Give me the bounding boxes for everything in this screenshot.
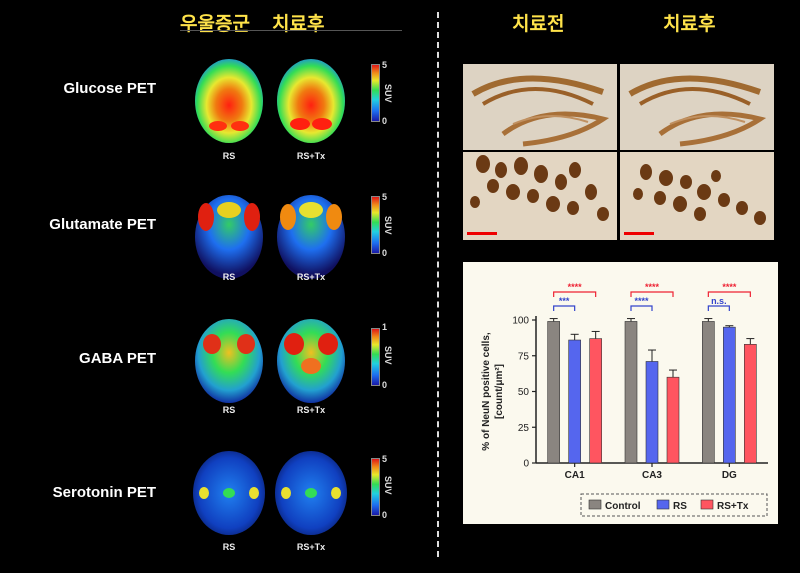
histology-after-high-mag: [620, 152, 774, 240]
neun-bar-chart: 0 25 50 75 100 % of NeuN positive cells, [coun…: [463, 262, 778, 524]
neun-bar-chart-panel: 0 25 50 75 100 % of NeuN positive cells, [coun…: [463, 262, 778, 524]
colorbar-unit-serotonin: SUV: [383, 476, 393, 495]
legend-label-RS+Tx: RS+Tx: [717, 501, 749, 512]
colorbar-max-glutamate: 5: [382, 192, 388, 202]
y-axis-label-line1: % of NeuN positive cells,: [481, 332, 492, 451]
sig-label-DG-Control-RS: n.s.: [711, 296, 727, 306]
brain-serotonin-rstx: [275, 451, 347, 535]
bar-CA1-RS+Tx: [589, 338, 602, 464]
brain-glutamate-rs: [195, 195, 263, 279]
colorbar-serotonin: [371, 458, 380, 516]
row-label-glutamate: Glutamate PET: [49, 216, 156, 233]
colorbar-glucose: [371, 64, 380, 122]
header-underline: [180, 30, 402, 31]
brain-glutamate-rstx: [277, 195, 345, 279]
colorbar-unit-glucose: SUV: [383, 84, 393, 103]
sig-bracket-DG-Control-RS: [707, 305, 730, 311]
colorbar-max-glucose: 5: [382, 60, 388, 70]
histology-after-low-mag: [620, 64, 774, 150]
caption-glucose-rs: RS: [222, 151, 236, 161]
bar-CA1-RS: [568, 339, 581, 464]
colorbar-max-serotonin: 5: [382, 454, 388, 464]
colorbar-glutamate: [371, 196, 380, 254]
legend-swatch-RS+Tx: [700, 499, 714, 510]
brain-gaba-rstx: [277, 319, 345, 403]
sig-bracket-CA3-Control-RS: [630, 305, 653, 311]
bar-DG-RS+Tx: [744, 344, 757, 464]
histology-before-low-mag: [463, 64, 617, 150]
caption-serotonin-rstx: RS+Tx: [296, 542, 326, 552]
sig-bracket-CA1-Control-RS: [553, 305, 576, 311]
y-tick-label-1: 25: [518, 423, 530, 434]
header-depression: 우울증군: [180, 13, 250, 35]
colorbar-min-gaba: 0: [382, 380, 388, 390]
histology-before-high-mag: [463, 152, 617, 240]
caption-serotonin-rs: RS: [222, 542, 236, 552]
brain-gaba-rs: [195, 319, 263, 403]
colorbar-min-glutamate: 0: [382, 248, 388, 258]
header-after-treatment-histology: 치료후: [663, 13, 716, 35]
bar-CA3-Control: [624, 321, 638, 464]
caption-gaba-rs: RS: [222, 405, 236, 415]
row-label-glucose: Glucose PET: [63, 80, 156, 97]
x-tick-label-DG: DG: [722, 470, 737, 481]
brain-glucose-rs: [195, 59, 263, 143]
sig-label-CA1-Control-RS+Tx: ****: [568, 282, 583, 292]
y-tick-label-2: 50: [518, 387, 530, 398]
y-axis-label-line2: [count/μm²]: [494, 364, 505, 419]
colorbar-unit-gaba: SUV: [383, 346, 393, 365]
caption-gaba-rstx: RS+Tx: [296, 405, 326, 415]
sig-bracket-DG-Control-RS+Tx: [707, 291, 751, 297]
bar-DG-RS: [723, 326, 736, 464]
colorbar-unit-glutamate: SUV: [383, 216, 393, 235]
sig-label-DG-Control-RS+Tx: ****: [722, 282, 737, 292]
x-tick-label-CA3: CA3: [642, 470, 662, 481]
sig-bracket-CA1-Control-RS+Tx: [553, 291, 597, 297]
legend-box: [580, 493, 768, 517]
brain-serotonin-rs: [193, 451, 265, 535]
legend-label-Control: Control: [605, 501, 641, 512]
caption-glucose-rstx: RS+Tx: [296, 151, 326, 161]
brain-glucose-rstx: [277, 59, 345, 143]
colorbar-max-gaba: 1: [382, 322, 388, 332]
bar-CA1-Control: [547, 321, 560, 464]
sig-label-CA3-Control-RS: ****: [634, 296, 649, 306]
caption-glutamate-rstx: RS+Tx: [296, 272, 326, 282]
caption-glutamate-rs: RS: [222, 272, 236, 282]
x-tick-label-CA1: CA1: [565, 470, 585, 481]
y-tick-label-3: 75: [518, 351, 530, 362]
y-tick-label-0: 0: [523, 459, 529, 470]
sig-label-CA1-Control-RS: ***: [559, 296, 570, 306]
section-divider: [437, 12, 439, 557]
legend-swatch-Control: [588, 499, 602, 510]
row-label-serotonin: Serotonin PET: [52, 484, 156, 501]
colorbar-gaba: [371, 328, 380, 386]
bar-DG-Control: [702, 321, 715, 464]
header-before-treatment: 치료전: [512, 13, 565, 35]
legend-label-RS: RS: [673, 501, 687, 512]
row-label-gaba: GABA PET: [79, 350, 156, 367]
sig-label-CA3-Control-RS+Tx: ****: [645, 282, 660, 292]
bar-CA3-RS+Tx: [666, 376, 680, 464]
legend-swatch-RS: [656, 499, 670, 510]
colorbar-min-serotonin: 0: [382, 510, 388, 520]
colorbar-min-glucose: 0: [382, 116, 388, 126]
sig-bracket-CA3-Control-RS+Tx: [630, 291, 674, 297]
y-tick-label-4: 100: [512, 316, 529, 327]
bar-CA3-RS: [645, 361, 659, 464]
header-after-treatment-pet: 치료후: [272, 13, 325, 35]
